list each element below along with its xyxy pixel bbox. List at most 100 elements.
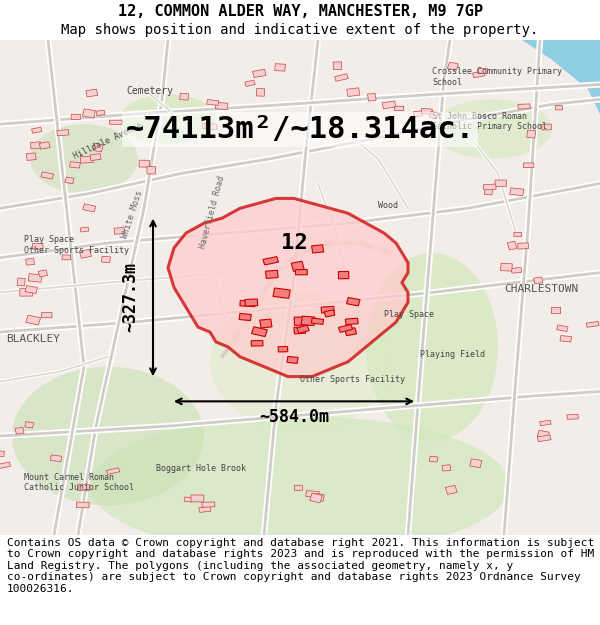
Text: Wood: Wood [378, 201, 398, 210]
FancyBboxPatch shape [65, 177, 74, 184]
FancyBboxPatch shape [301, 316, 315, 326]
FancyBboxPatch shape [586, 321, 599, 328]
Text: Cemetery: Cemetery [126, 86, 173, 96]
FancyBboxPatch shape [518, 104, 530, 109]
Text: Playing Field: Playing Field [420, 350, 485, 359]
Text: Crosslee Community Primary
School: Crosslee Community Primary School [432, 67, 562, 86]
Ellipse shape [366, 253, 498, 441]
Ellipse shape [12, 367, 204, 505]
FancyBboxPatch shape [32, 127, 42, 133]
FancyBboxPatch shape [511, 268, 521, 273]
FancyBboxPatch shape [473, 71, 485, 78]
FancyBboxPatch shape [413, 111, 422, 117]
FancyBboxPatch shape [260, 319, 272, 328]
FancyBboxPatch shape [306, 491, 319, 498]
FancyBboxPatch shape [202, 502, 215, 508]
FancyBboxPatch shape [321, 306, 334, 313]
FancyBboxPatch shape [251, 327, 267, 337]
FancyBboxPatch shape [180, 93, 188, 100]
FancyBboxPatch shape [266, 270, 278, 278]
FancyBboxPatch shape [26, 315, 41, 325]
Text: 12, COMMON ALDER WAY, MANCHESTER, M9 7GP: 12, COMMON ALDER WAY, MANCHESTER, M9 7GP [118, 4, 482, 19]
FancyBboxPatch shape [79, 249, 92, 258]
Ellipse shape [432, 99, 552, 159]
FancyBboxPatch shape [26, 259, 34, 265]
FancyBboxPatch shape [555, 106, 563, 110]
FancyBboxPatch shape [508, 241, 517, 250]
FancyBboxPatch shape [311, 245, 323, 253]
FancyBboxPatch shape [83, 204, 96, 212]
Text: ~327.3m: ~327.3m [121, 262, 139, 332]
FancyBboxPatch shape [0, 462, 11, 469]
FancyBboxPatch shape [346, 298, 360, 306]
Polygon shape [168, 198, 408, 377]
Text: Boggart Hole Brook: Boggart Hole Brook [156, 464, 246, 472]
Ellipse shape [210, 292, 390, 431]
FancyBboxPatch shape [311, 318, 323, 324]
FancyBboxPatch shape [557, 325, 568, 331]
Text: ~584.0m: ~584.0m [259, 408, 329, 426]
FancyBboxPatch shape [80, 227, 89, 232]
FancyBboxPatch shape [367, 93, 376, 101]
FancyBboxPatch shape [205, 124, 217, 129]
FancyBboxPatch shape [207, 99, 219, 106]
FancyBboxPatch shape [347, 88, 360, 96]
Polygon shape [522, 40, 600, 114]
FancyBboxPatch shape [560, 336, 572, 342]
FancyBboxPatch shape [538, 431, 550, 438]
FancyBboxPatch shape [0, 451, 4, 456]
FancyBboxPatch shape [106, 468, 120, 474]
FancyBboxPatch shape [510, 188, 524, 196]
FancyBboxPatch shape [448, 62, 458, 71]
Text: Play Space: Play Space [384, 310, 434, 319]
FancyBboxPatch shape [15, 428, 24, 434]
FancyBboxPatch shape [215, 102, 228, 109]
FancyBboxPatch shape [567, 414, 578, 419]
FancyBboxPatch shape [38, 270, 47, 277]
FancyBboxPatch shape [395, 106, 404, 111]
FancyBboxPatch shape [346, 318, 358, 324]
FancyBboxPatch shape [310, 493, 322, 502]
FancyBboxPatch shape [110, 120, 122, 124]
FancyBboxPatch shape [470, 459, 482, 468]
FancyBboxPatch shape [139, 160, 149, 168]
FancyBboxPatch shape [30, 142, 41, 149]
FancyBboxPatch shape [538, 435, 551, 442]
FancyBboxPatch shape [345, 328, 356, 336]
FancyBboxPatch shape [533, 277, 543, 284]
FancyBboxPatch shape [294, 327, 305, 334]
FancyBboxPatch shape [514, 232, 521, 237]
FancyBboxPatch shape [28, 274, 42, 282]
FancyBboxPatch shape [478, 68, 488, 74]
FancyBboxPatch shape [551, 308, 560, 314]
FancyBboxPatch shape [245, 80, 255, 86]
FancyBboxPatch shape [334, 74, 348, 81]
FancyBboxPatch shape [199, 506, 211, 512]
FancyBboxPatch shape [20, 289, 33, 296]
FancyBboxPatch shape [203, 124, 211, 129]
Text: 12: 12 [281, 233, 307, 253]
FancyBboxPatch shape [292, 261, 304, 271]
FancyBboxPatch shape [184, 497, 193, 502]
FancyBboxPatch shape [70, 162, 80, 168]
FancyBboxPatch shape [86, 89, 98, 97]
FancyBboxPatch shape [263, 257, 278, 265]
FancyBboxPatch shape [245, 299, 257, 306]
FancyBboxPatch shape [275, 64, 286, 71]
FancyBboxPatch shape [338, 324, 353, 332]
Text: ~74113m²/~18.314ac.: ~74113m²/~18.314ac. [125, 114, 475, 144]
FancyBboxPatch shape [17, 278, 25, 286]
FancyBboxPatch shape [114, 228, 125, 234]
FancyBboxPatch shape [294, 317, 311, 325]
FancyBboxPatch shape [96, 110, 105, 116]
Text: White Moss: White Moss [120, 189, 144, 240]
FancyBboxPatch shape [484, 188, 493, 195]
FancyBboxPatch shape [41, 172, 53, 179]
FancyBboxPatch shape [523, 163, 534, 168]
Text: Mount Carmel Roman
Catholic Junior School: Mount Carmel Roman Catholic Junior Schoo… [24, 473, 134, 492]
FancyBboxPatch shape [93, 143, 103, 152]
FancyBboxPatch shape [333, 62, 342, 69]
FancyBboxPatch shape [297, 325, 309, 333]
FancyBboxPatch shape [495, 180, 506, 186]
FancyBboxPatch shape [82, 109, 95, 118]
